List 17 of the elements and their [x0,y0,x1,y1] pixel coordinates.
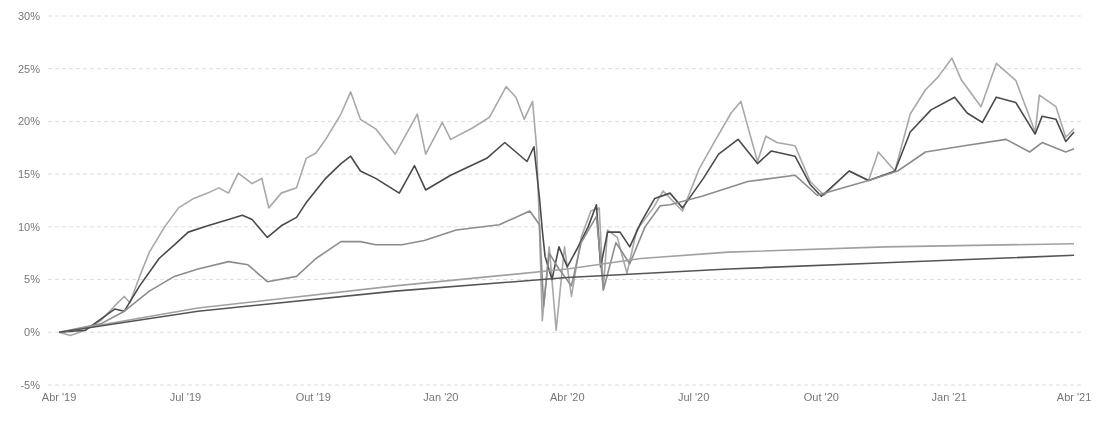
x-tick-label: Out '19 [295,390,331,403]
y-tick-label: 15% [17,168,41,181]
x-tick-label: Jul '20 [677,390,710,403]
x-tick-label: Jan '21 [931,390,967,403]
y-tick-label: -5% [20,378,41,391]
x-tick-label: Abr '19 [41,390,77,403]
x-tick-label: Jul '19 [169,390,202,403]
x-tick-label: Abr '20 [550,390,585,403]
y-tick-label: 10% [17,220,41,233]
y-tick-label: 0% [24,326,41,339]
y-tick-label: 25% [17,62,41,75]
y-tick-label: 20% [17,115,41,128]
x-tick-label: Jan '20 [423,390,459,403]
x-tick-label: Abr '21 [1056,390,1092,403]
y-tick-label: 5% [24,273,41,286]
y-tick-label: 30% [17,9,41,22]
x-tick-label: Out '20 [803,390,839,403]
